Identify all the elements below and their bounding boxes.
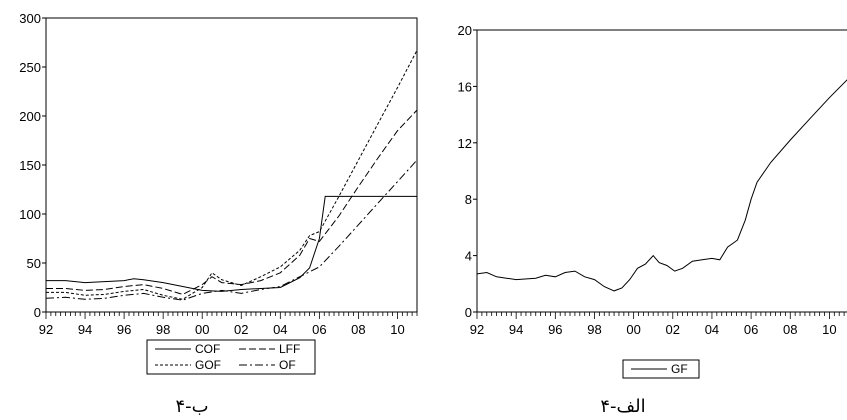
x-tick-label: 98 xyxy=(587,322,601,337)
x-tick-label: 92 xyxy=(39,322,53,337)
series-line-of xyxy=(46,159,417,301)
legend-label: GF xyxy=(671,362,688,376)
y-tick-label: 12 xyxy=(458,136,472,151)
y-tick-label: 150 xyxy=(19,158,41,173)
chart-left: 0 50 100 150 200 250 300 92 94 96 98 00 02 04 06 08 10 CO… xyxy=(19,11,418,417)
x-tick-label: 92 xyxy=(470,322,484,337)
x-tick-label: 06 xyxy=(312,322,326,337)
y-tick-label: 50 xyxy=(27,256,41,271)
legend-label: GOF xyxy=(195,358,221,372)
legend-label: COF xyxy=(195,342,220,356)
x-tick-label: 02 xyxy=(666,322,680,337)
x-tick-label: 06 xyxy=(744,322,758,337)
x-tick-label: 10 xyxy=(822,322,836,337)
y-tick-label: 8 xyxy=(465,192,472,207)
series-line-gf xyxy=(477,79,847,292)
y-tick-label: 0 xyxy=(465,305,472,320)
x-tick-label: 04 xyxy=(273,322,287,337)
x-tick-label: 08 xyxy=(351,322,365,337)
y-tick-label: 16 xyxy=(458,79,472,94)
x-tick-label: 00 xyxy=(626,322,640,337)
x-tick-label: 94 xyxy=(509,322,523,337)
y-tick-label: 20 xyxy=(458,23,472,38)
legend-box xyxy=(146,339,316,375)
plot-frame xyxy=(45,17,418,313)
chart-caption: ۴-ب xyxy=(175,396,208,417)
x-tick-label: 94 xyxy=(78,322,92,337)
x-tick-label: 98 xyxy=(156,322,170,337)
x-tick-label: 96 xyxy=(548,322,562,337)
y-tick-label: 100 xyxy=(19,207,41,222)
legend-label: LFF xyxy=(279,342,300,356)
series-line-lff xyxy=(46,109,417,295)
x-tick-label: 04 xyxy=(705,322,719,337)
y-tick-label: 200 xyxy=(19,109,41,124)
x-tick-label: 02 xyxy=(234,322,248,337)
legend-label: OF xyxy=(279,358,296,372)
x-tick-label: 08 xyxy=(783,322,797,337)
y-tick-label: 250 xyxy=(19,60,41,75)
y-tick-label: 4 xyxy=(465,249,472,264)
x-tick-label: 00 xyxy=(195,322,209,337)
x-tick-label: 96 xyxy=(117,322,131,337)
series-line-cof xyxy=(46,195,417,292)
y-tick-label: 300 xyxy=(19,11,41,26)
y-tick-label: 0 xyxy=(34,305,41,320)
series-line-gof xyxy=(46,50,417,300)
x-tick-label: 10 xyxy=(390,322,404,337)
chart-caption: ۴-الف xyxy=(600,396,645,417)
